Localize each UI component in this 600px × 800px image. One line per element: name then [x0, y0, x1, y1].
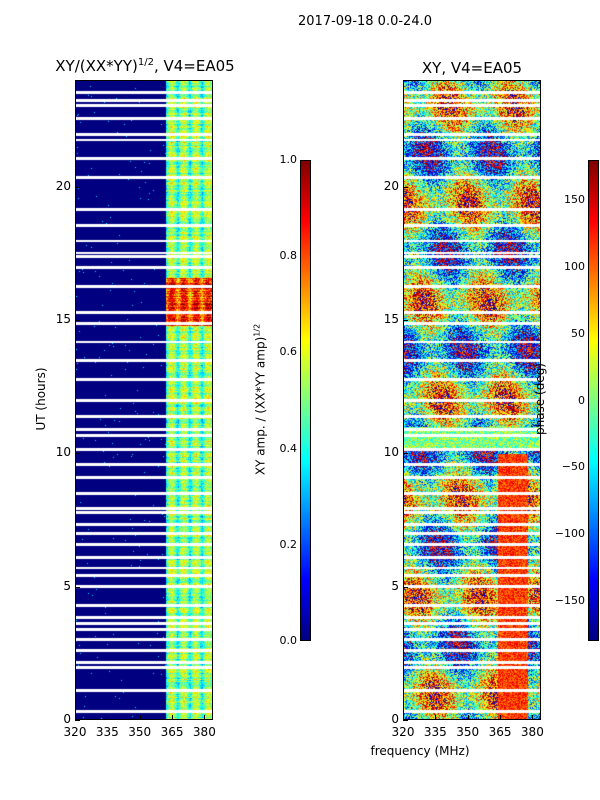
y-tick-mark: [75, 720, 80, 721]
colorbar-tick-label: 0.0: [279, 634, 298, 647]
right-heatmap-plot: [403, 80, 541, 720]
x-tick-mark: [532, 715, 534, 720]
left-heatmap-canvas: [76, 81, 212, 719]
x-tick-label: 380: [520, 725, 544, 739]
x-tick-mark: [435, 715, 437, 720]
x-tick-mark: [403, 715, 404, 720]
left-title-sup: 1/2: [137, 57, 154, 68]
colorbar-tick-label: 0.4: [279, 441, 298, 455]
y-tick-label: 20: [383, 178, 399, 193]
x-tick-label: 320: [391, 725, 415, 739]
y-tick-mark: [403, 586, 408, 588]
y-tick-label: 5: [391, 578, 399, 593]
colorbar-tick-label: 50: [571, 326, 585, 340]
colorbar-tick-label: 0.2: [279, 537, 298, 551]
colorbar-tick-label: 0.6: [279, 345, 298, 359]
left-y-axis-label: UT (hours): [34, 367, 48, 431]
left-panel-title: XY/(XX*YY)1/2, V4=EA05: [30, 57, 260, 75]
x-tick-mark: [467, 715, 469, 720]
colorbar-tick-label: 150: [564, 193, 585, 207]
x-tick-label: 350: [128, 725, 152, 739]
y-tick-mark: [403, 720, 408, 721]
y-tick-label: 15: [383, 312, 399, 326]
right-panel-title: XY, V4=EA05: [421, 59, 523, 77]
y-tick-label: 0: [391, 712, 399, 726]
y-tick-mark: [75, 586, 80, 588]
x-tick-mark: [204, 715, 206, 720]
x-tick-mark: [172, 715, 174, 720]
left-heatmap-plot: [75, 80, 213, 720]
x-tick-label: 335: [423, 725, 447, 739]
y-tick-label: 5: [63, 578, 71, 593]
x-tick-label: 365: [488, 725, 512, 739]
y-tick-mark: [403, 320, 408, 321]
y-tick-mark: [75, 186, 80, 188]
y-tick-mark: [75, 453, 80, 455]
colorbar-tick-label: −100: [554, 527, 585, 541]
shared-x-axis-label: frequency (MHz): [370, 744, 470, 758]
phase-colorbar-label: phase (deg): [533, 363, 547, 436]
figure-suptitle: 2017-09-18 0.0-24.0: [298, 14, 432, 29]
y-tick-label: 10: [55, 445, 71, 460]
y-tick-label: 10: [383, 445, 399, 460]
amplitude-colorbar-label-main: XY amp. / (XX*YY amp): [253, 336, 268, 476]
right-heatmap-canvas: [404, 81, 540, 719]
amplitude-colorbar: [300, 160, 311, 641]
colorbar-tick-label: 0: [578, 393, 585, 407]
y-tick-mark: [403, 186, 408, 188]
x-tick-mark: [139, 715, 141, 720]
amplitude-colorbar-label-sup: 1/2: [252, 323, 262, 337]
colorbar-tick-label: −50: [561, 460, 585, 474]
x-tick-mark: [107, 715, 109, 720]
y-tick-mark: [403, 453, 408, 455]
x-tick-label: 380: [192, 725, 216, 739]
y-tick-label: 20: [55, 178, 71, 193]
y-tick-mark: [75, 320, 80, 321]
phase-colorbar: [588, 160, 599, 641]
x-tick-label: 335: [95, 725, 119, 739]
phase-colorbar-gradient: [589, 161, 598, 640]
colorbar-tick-label: 1.0: [279, 153, 298, 166]
left-title-main: XY/(XX*YY): [55, 57, 138, 75]
x-tick-mark: [75, 715, 76, 720]
x-tick-label: 365: [160, 725, 184, 739]
amplitude-colorbar-label: XY amp. / (XX*YY amp)1/2: [253, 300, 268, 500]
y-tick-label: 15: [55, 312, 71, 326]
colorbar-tick-label: −150: [554, 593, 585, 607]
colorbar-tick-label: 100: [564, 259, 585, 273]
y-tick-label: 0: [63, 712, 71, 726]
left-title-suffix: , V4=EA05: [153, 57, 235, 75]
amplitude-colorbar-gradient: [301, 161, 310, 640]
colorbar-tick-label: 0.8: [279, 249, 298, 263]
x-tick-label: 320: [63, 725, 87, 739]
x-tick-label: 350: [456, 725, 480, 739]
x-tick-mark: [500, 715, 502, 720]
